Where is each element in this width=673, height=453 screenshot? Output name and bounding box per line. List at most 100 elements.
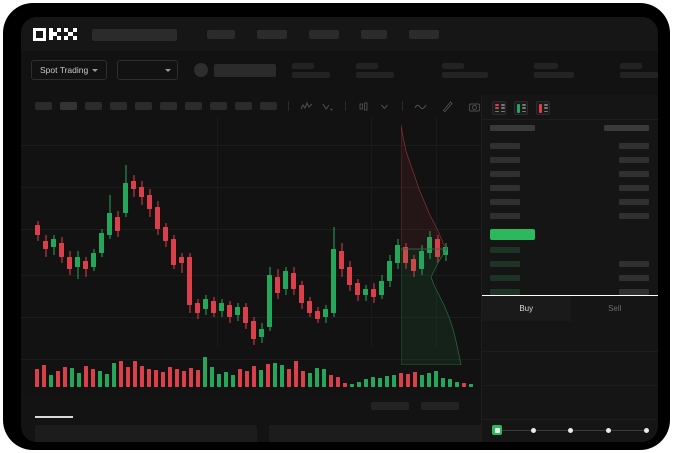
- volume-bar: [224, 372, 228, 387]
- orderbook-bid-row[interactable]: [490, 247, 520, 253]
- volume-bar: [469, 384, 473, 387]
- volume-bar: [315, 368, 319, 387]
- market-type-selector[interactable]: Spot Trading: [31, 60, 108, 80]
- orderbook-ask-row[interactable]: [490, 157, 520, 163]
- last-price-highlight[interactable]: [490, 229, 535, 240]
- orderbook-ask-row[interactable]: [490, 171, 520, 177]
- orderbook-bid-row[interactable]: [490, 261, 520, 267]
- orderbook-ask-amount[interactable]: [619, 143, 649, 149]
- nav-item-2[interactable]: [256, 29, 287, 39]
- interval-button-1mo[interactable]: [235, 102, 252, 110]
- orderbook-ask-row[interactable]: [490, 213, 520, 219]
- orderbook-mode-asks[interactable]: [536, 101, 550, 115]
- interval-button-1h[interactable]: [135, 102, 152, 110]
- tab-sell[interactable]: Sell: [608, 304, 622, 313]
- orderbook-bid-amount[interactable]: [619, 261, 649, 267]
- candle: [179, 253, 184, 273]
- okx-logo[interactable]: [33, 27, 177, 41]
- volume-bar: [259, 370, 263, 387]
- volume-bar: [462, 383, 466, 387]
- volume-bar: [196, 370, 200, 387]
- orderbook-mode-bids[interactable]: [514, 101, 528, 115]
- slider-handle[interactable]: [492, 425, 502, 435]
- candle: [387, 255, 392, 287]
- orderbook-mode-both[interactable]: [492, 101, 506, 115]
- nav-item-4[interactable]: [360, 29, 387, 39]
- gridline-v: [436, 117, 437, 347]
- coin-avatar-icon: [194, 63, 208, 77]
- candle: [147, 189, 152, 217]
- volume-bar: [413, 372, 417, 387]
- orderbook-bid-row[interactable]: [490, 289, 520, 295]
- logo-wordmark-placeholder: [91, 28, 177, 41]
- volume-bar: [364, 379, 368, 387]
- market-subheader: Spot Trading: [21, 51, 658, 89]
- interval-button-1w[interactable]: [210, 102, 227, 110]
- line-chart-icon[interactable]: [414, 100, 427, 113]
- orderbook-ask-row[interactable]: [490, 143, 520, 149]
- volume-bar: [231, 375, 235, 387]
- nav-item-3[interactable]: [308, 29, 339, 39]
- interval-button-more[interactable]: [260, 102, 277, 110]
- candle: [291, 267, 296, 295]
- candle: [203, 295, 208, 315]
- orderbook-column-header[interactable]: [604, 125, 649, 131]
- orderbook-ask-amount[interactable]: [619, 171, 649, 177]
- candle: [395, 239, 400, 269]
- drawing-tools-icon[interactable]: [441, 100, 454, 113]
- slider-stop-25[interactable]: [531, 427, 536, 433]
- volume-bar: [420, 375, 424, 387]
- stat-change-24h: [356, 62, 394, 78]
- candle: [163, 223, 168, 247]
- orderbook-ask-row[interactable]: [490, 185, 520, 191]
- bottom-action-2[interactable]: [421, 402, 459, 410]
- candle-type-icon[interactable]: [357, 100, 370, 113]
- candle: [171, 235, 176, 269]
- amount-percent-slider[interactable]: [492, 425, 652, 435]
- chevron-down-icon[interactable]: [378, 100, 391, 113]
- nav-item-1[interactable]: [206, 29, 235, 39]
- camera-icon[interactable]: [468, 100, 481, 113]
- candle: [219, 299, 224, 317]
- candlestick-chart[interactable]: [21, 117, 481, 394]
- market-depth-overlay: [401, 125, 462, 365]
- candle: [347, 261, 352, 291]
- candle: [51, 235, 56, 255]
- interval-button-15m[interactable]: [85, 102, 102, 110]
- interval-button-1d[interactable]: [185, 102, 202, 110]
- orderbook-ask-amount[interactable]: [619, 199, 649, 205]
- tab-buy[interactable]: Buy: [482, 296, 571, 321]
- volume-bar: [168, 367, 172, 387]
- orderbook-ask-amount[interactable]: [619, 157, 649, 163]
- slider-stop-100[interactable]: [644, 427, 649, 433]
- orderbook-column-header[interactable]: [490, 125, 535, 131]
- trading-pair-selector[interactable]: [117, 60, 178, 80]
- volume-bar: [133, 361, 137, 387]
- interval-button-1m[interactable]: [35, 102, 52, 110]
- volume-bar: [35, 369, 39, 387]
- slider-stop-50[interactable]: [568, 427, 573, 433]
- bottom-action-1[interactable]: [371, 402, 409, 410]
- orderbook-ask-amount[interactable]: [619, 185, 649, 191]
- candle: [259, 323, 264, 343]
- candle: [411, 255, 416, 277]
- volume-bar: [119, 361, 123, 387]
- gridline-h: [21, 317, 481, 318]
- orderbook-ask-row[interactable]: [490, 199, 520, 205]
- orderbook-bid-row[interactable]: [490, 275, 520, 281]
- tablet-screen: Spot Trading: [21, 17, 658, 442]
- compare-icon[interactable]: [321, 100, 334, 113]
- interval-button-5m[interactable]: [60, 102, 77, 110]
- interval-button-4h[interactable]: [160, 102, 177, 110]
- nav-item-5[interactable]: [408, 29, 439, 39]
- indicator-icon[interactable]: [300, 100, 313, 113]
- candle: [267, 267, 272, 331]
- interval-button-30m[interactable]: [110, 102, 127, 110]
- orderbook-bid-amount[interactable]: [619, 289, 649, 295]
- toolbar-divider: [288, 101, 289, 111]
- slider-stop-75[interactable]: [606, 427, 611, 433]
- stat-high-24h: [442, 62, 488, 78]
- orderbook-bid-amount[interactable]: [619, 275, 649, 281]
- orderbook-ask-amount[interactable]: [619, 213, 649, 219]
